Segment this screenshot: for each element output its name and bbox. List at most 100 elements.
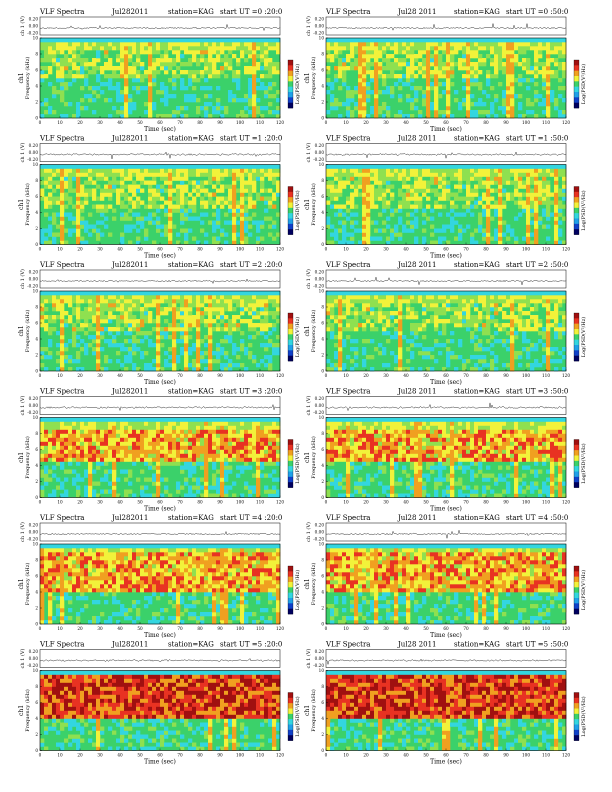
heatmap-cell — [136, 307, 141, 312]
heatmap-cell — [52, 196, 57, 201]
heatmap-cell — [192, 319, 197, 324]
heatmap-cell — [196, 172, 201, 177]
heatmap-cell — [156, 164, 161, 169]
heatmap-cell — [260, 168, 265, 173]
heatmap-cell — [402, 74, 407, 79]
colorbar-segment — [574, 191, 579, 198]
heatmap-cell — [530, 212, 535, 217]
heatmap-cell — [466, 172, 471, 177]
heatmap-cell — [64, 164, 69, 169]
heatmap-cell — [346, 94, 351, 99]
heatmap-cell — [252, 110, 257, 115]
heatmap-cell — [268, 58, 273, 63]
heatmap-cell — [530, 38, 535, 43]
heatmap-cell — [176, 232, 181, 237]
heatmap-cell — [518, 94, 523, 99]
heatmap-cell — [168, 114, 173, 119]
heatmap-cell — [96, 94, 101, 99]
heatmap-cell — [358, 192, 363, 197]
heatmap-cell — [104, 216, 109, 221]
heatmap-cell — [232, 94, 237, 99]
heatmap-cell — [350, 291, 355, 296]
heatmap-cell — [338, 204, 343, 209]
heatmap-cell — [248, 192, 253, 197]
heatmap-cell — [366, 58, 371, 63]
heatmap-cell — [466, 299, 471, 304]
heatmap-cell — [244, 164, 249, 169]
heatmap-cell — [232, 42, 237, 47]
heatmap-cell — [212, 204, 217, 209]
heatmap-cell — [104, 315, 109, 320]
heatmap-cell — [466, 66, 471, 71]
heatmap-cell — [44, 200, 49, 205]
heatmap-cell — [40, 323, 45, 328]
heatmap-cell — [236, 172, 241, 177]
heatmap-cell — [354, 102, 359, 107]
heatmap-cell — [172, 204, 177, 209]
heatmap-cell — [212, 70, 217, 75]
heatmap-cell — [366, 168, 371, 173]
amplitude-axis-label: ch 1 (V) — [305, 143, 312, 163]
heatmap-cell — [224, 355, 229, 360]
heatmap-cell — [184, 240, 189, 245]
heatmap-cell — [260, 299, 265, 304]
heatmap-cell — [48, 315, 53, 320]
heatmap-cell — [228, 204, 233, 209]
heatmap-cell — [40, 441, 45, 446]
heatmap-cell — [406, 367, 411, 372]
heatmap-cell — [502, 50, 507, 55]
heatmap-cell — [248, 86, 253, 91]
heatmap-cell — [510, 70, 515, 75]
heatmap-cell — [72, 46, 77, 51]
heatmap-cell — [330, 303, 335, 308]
heatmap-cell — [526, 58, 531, 63]
heatmap-cell — [188, 295, 193, 300]
heatmap-cell — [68, 291, 73, 296]
heatmap-cell — [446, 319, 451, 324]
heatmap-cell — [550, 212, 555, 217]
heatmap-cell — [48, 429, 53, 434]
heatmap-cell — [410, 74, 415, 79]
y-tick-label: 2 — [35, 100, 38, 105]
heatmap-cell — [346, 172, 351, 177]
heatmap-cell — [128, 291, 133, 296]
heatmap-cell — [550, 315, 555, 320]
heatmap-cell — [326, 184, 331, 189]
heatmap-cell — [534, 220, 539, 225]
heatmap-cell — [486, 176, 491, 181]
heatmap-cell — [40, 66, 45, 71]
heatmap-cell — [534, 38, 539, 43]
heatmap-cell — [546, 78, 551, 83]
heatmap-cell — [44, 473, 49, 478]
heatmap-cell — [228, 331, 233, 336]
heatmap-cell — [228, 46, 233, 51]
heatmap-cell — [64, 493, 69, 498]
heatmap-cell — [136, 70, 141, 75]
heatmap-cell — [410, 307, 415, 312]
heatmap-cell — [240, 54, 245, 59]
heatmap-cell — [490, 204, 495, 209]
heatmap-cell — [430, 102, 435, 107]
heatmap-cell — [534, 291, 539, 296]
heatmap-cell — [478, 196, 483, 201]
heatmap-cell — [482, 232, 487, 237]
heatmap-cell — [502, 54, 507, 59]
heatmap-cell — [538, 319, 543, 324]
heatmap-cell — [176, 184, 181, 189]
heatmap-cell — [378, 42, 383, 47]
heatmap-cell — [260, 224, 265, 229]
heatmap-cell — [466, 204, 471, 209]
heatmap-cell — [200, 70, 205, 75]
heatmap-cell — [128, 319, 133, 324]
heatmap-cell — [546, 106, 551, 111]
colorbar-segment — [288, 318, 293, 324]
heatmap-cell — [350, 54, 355, 59]
heatmap-cell — [252, 82, 257, 87]
heatmap-cell — [268, 38, 273, 43]
heatmap-cell — [272, 196, 277, 201]
heatmap-cell — [48, 331, 53, 336]
heatmap-cell — [454, 212, 459, 217]
heatmap-cell — [80, 327, 85, 332]
heatmap-cell — [362, 46, 367, 51]
heatmap-cell — [514, 299, 519, 304]
